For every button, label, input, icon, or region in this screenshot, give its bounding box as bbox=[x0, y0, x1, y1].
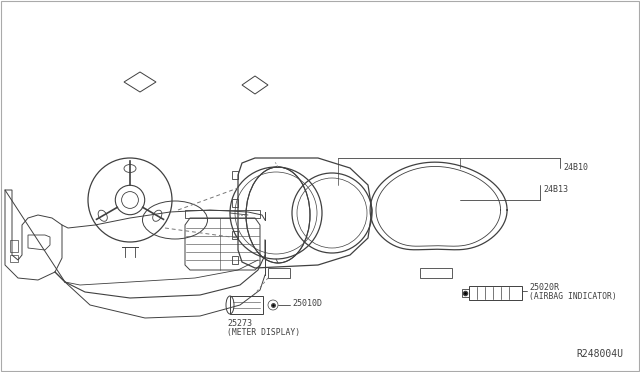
Text: R248004U: R248004U bbox=[577, 349, 623, 359]
Text: 25020R: 25020R bbox=[529, 282, 559, 292]
Text: 24B10: 24B10 bbox=[563, 164, 588, 173]
Text: 24B13: 24B13 bbox=[543, 186, 568, 195]
Text: 25010D: 25010D bbox=[292, 299, 322, 308]
Text: (METER DISPLAY): (METER DISPLAY) bbox=[227, 327, 300, 337]
Text: 25273: 25273 bbox=[227, 318, 252, 327]
Text: (AIRBAG INDICATOR): (AIRBAG INDICATOR) bbox=[529, 292, 617, 301]
